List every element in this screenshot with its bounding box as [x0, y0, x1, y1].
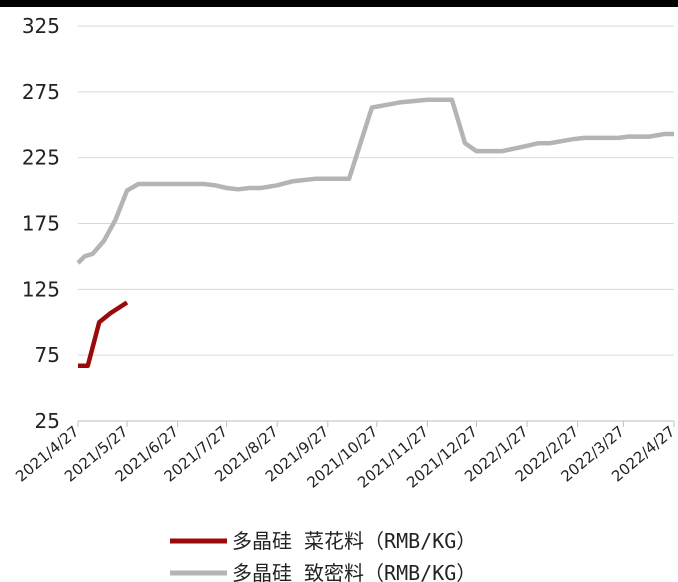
gridlines [78, 25, 674, 356]
series-lines [76, 97, 674, 368]
y-tick-label: 325 [22, 14, 60, 38]
y-tick-label: 275 [22, 80, 60, 104]
y-tick-label: 125 [22, 277, 60, 301]
series-line-0 [78, 300, 129, 368]
y-tick-label: 225 [22, 146, 60, 170]
legend-label: 多晶硅 致密料（RMB/KG） [232, 561, 476, 582]
x-axis-ticks: 2021/4/272021/5/272021/6/272021/7/272021… [12, 421, 678, 492]
y-tick-label: 75 [35, 343, 60, 367]
y-tick-label: 25 [35, 409, 60, 433]
y-axis-ticks: 325 275 225 175 125 75 25 [22, 14, 60, 433]
legend: 多晶硅 菜花料（RMB/KG） 多晶硅 致密料（RMB/KG） [170, 529, 476, 582]
top-border-bar [0, 0, 678, 7]
y-tick-label: 175 [22, 212, 60, 236]
series-line-1 [76, 97, 674, 265]
legend-label: 多晶硅 菜花料（RMB/KG） [232, 529, 476, 553]
